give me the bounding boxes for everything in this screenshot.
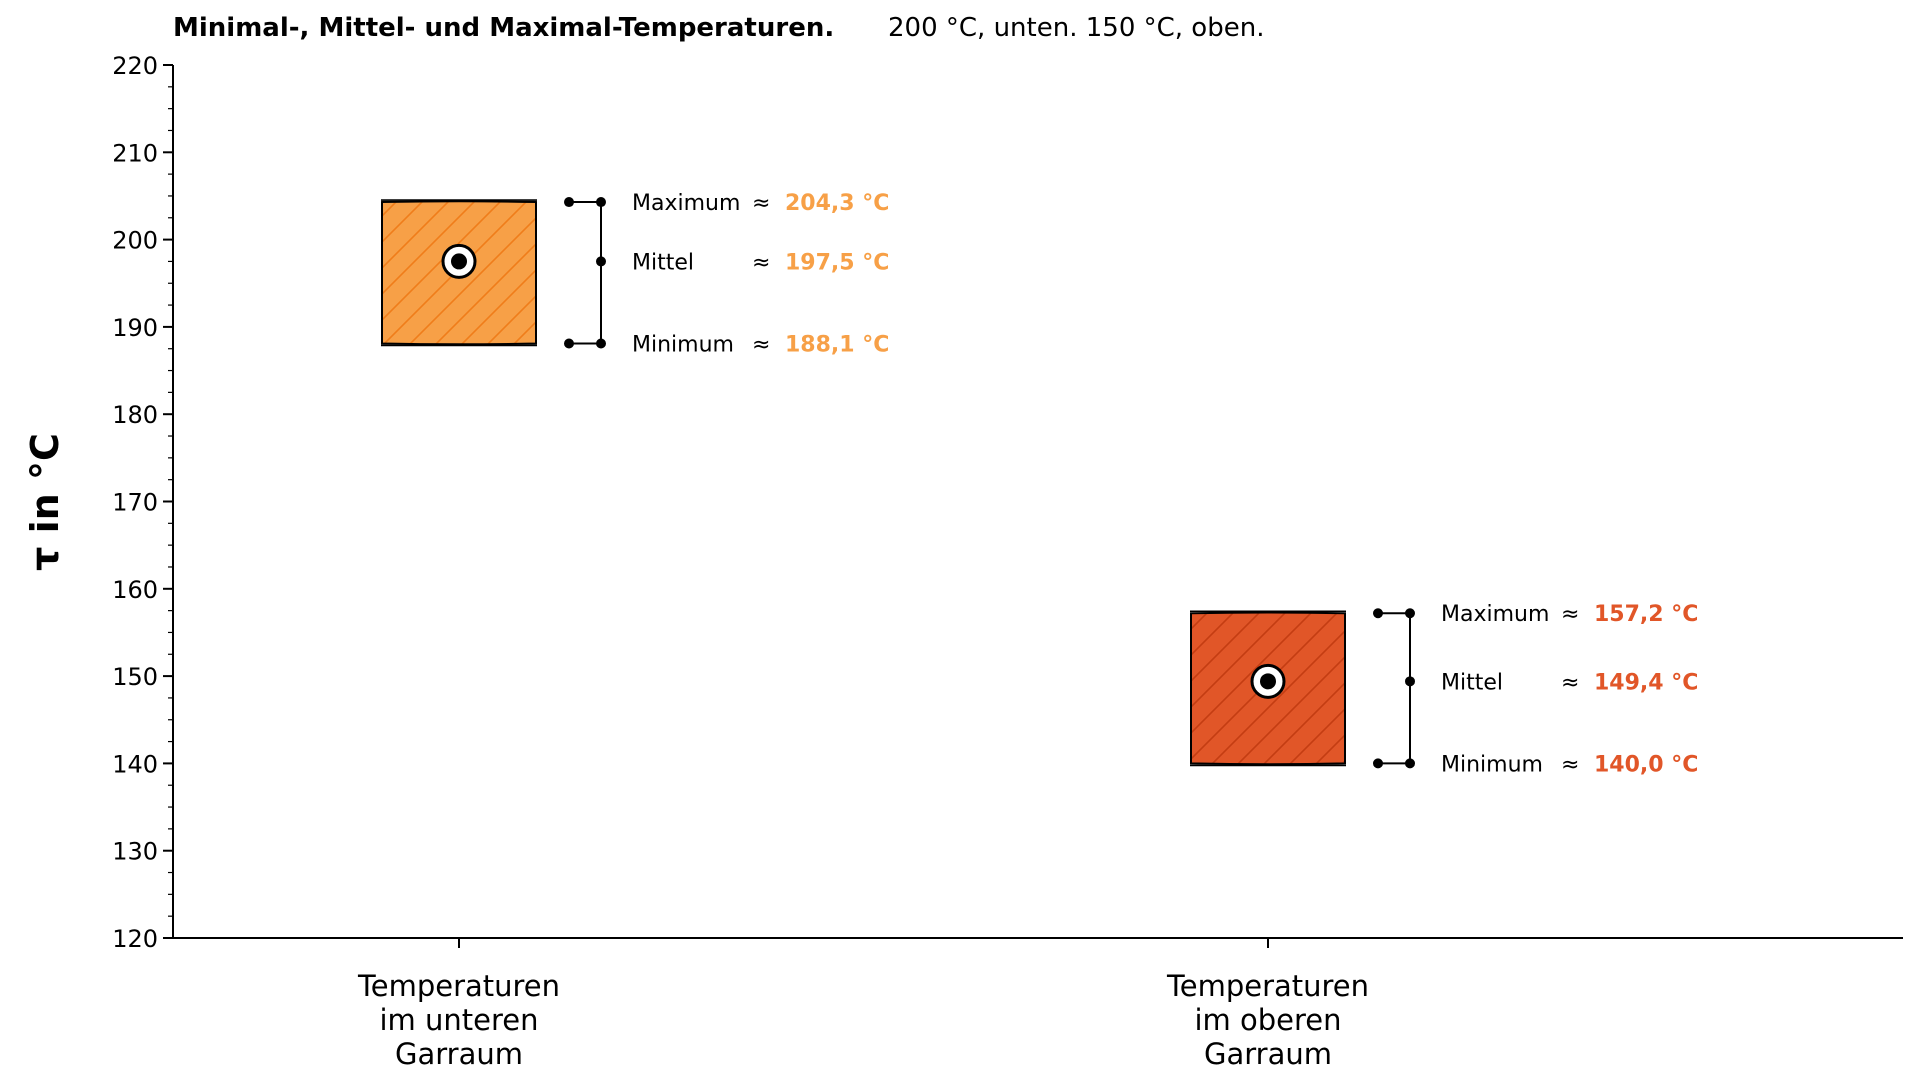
annotation-max-value: 204,3 °C <box>785 191 889 216</box>
chart-subtitle: 200 °C, unten. 150 °C, oben. <box>888 13 1264 43</box>
annotation-mean-value: 197,5 °C <box>785 250 889 275</box>
y-tick-label: 160 <box>112 576 158 604</box>
annotation-min-label: Minimum <box>1441 752 1543 777</box>
bracket-dot <box>1373 758 1383 769</box>
bracket-dot <box>1373 608 1383 619</box>
bracket-dot <box>596 338 606 349</box>
bracket-dot <box>596 197 606 208</box>
y-axis-label: τ in °C <box>23 433 67 571</box>
y-tick-label: 180 <box>112 401 158 429</box>
approx-sign: ≈ <box>1561 602 1579 627</box>
y-tick-label: 190 <box>112 314 158 342</box>
y-tick-label: 150 <box>112 663 158 691</box>
approx-sign: ≈ <box>752 332 770 357</box>
chart-marks: Maximum ≈204,3 °C Mittel ≈197,5 °C Minimum ≈1… <box>381 191 1698 777</box>
bracket-dot <box>596 256 606 267</box>
y-tick-label: 220 <box>112 52 158 80</box>
annotation-min-label: Minimum <box>632 332 734 357</box>
y-tick-label: 120 <box>112 925 158 953</box>
approx-sign: ≈ <box>1561 752 1579 777</box>
annotation-max-label: Maximum <box>632 191 740 216</box>
mean-marker-dot <box>451 253 467 270</box>
annotation-min-value: 188,1 °C <box>785 332 889 357</box>
y-tick-label: 210 <box>112 139 158 167</box>
chart-title: Minimal-, Mittel- und Maximal-Temperatur… <box>173 13 834 43</box>
y-tick-label: 140 <box>112 750 158 778</box>
axes: 120 130 140 150 160 170 180 190 200 210 220 Tempera… <box>112 52 1903 1071</box>
chart-text: Minimal-, Mittel- und Maximal-Temperatur… <box>23 13 1264 571</box>
bracket-dot <box>1405 676 1415 687</box>
mean-marker-dot <box>1260 673 1276 690</box>
y-tick-label: 170 <box>112 489 158 517</box>
annotation-max-label: Maximum <box>1441 602 1549 627</box>
y-tick-label: 200 <box>112 227 158 255</box>
approx-sign: ≈ <box>752 250 770 275</box>
annotation-mean-value: 149,4 °C <box>1594 670 1698 695</box>
approx-sign: ≈ <box>1561 670 1579 695</box>
x-category-label: Temperaturen im unteren Garraum <box>357 969 560 1071</box>
annotation-max-value: 157,2 °C <box>1594 602 1698 627</box>
approx-sign: ≈ <box>752 191 770 216</box>
annotation-min-value: 140,0 °C <box>1594 752 1698 777</box>
bracket-dot <box>564 338 574 349</box>
bracket-dot <box>1405 758 1415 769</box>
x-category-label: Temperaturen im oberen Garraum <box>1166 969 1369 1071</box>
annotation-mean-label: Mittel <box>1441 670 1503 695</box>
bracket-dot <box>1405 608 1415 619</box>
annotation-mean-label: Mittel <box>632 250 694 275</box>
bracket-dot <box>564 197 574 208</box>
y-tick-label: 130 <box>112 838 158 866</box>
